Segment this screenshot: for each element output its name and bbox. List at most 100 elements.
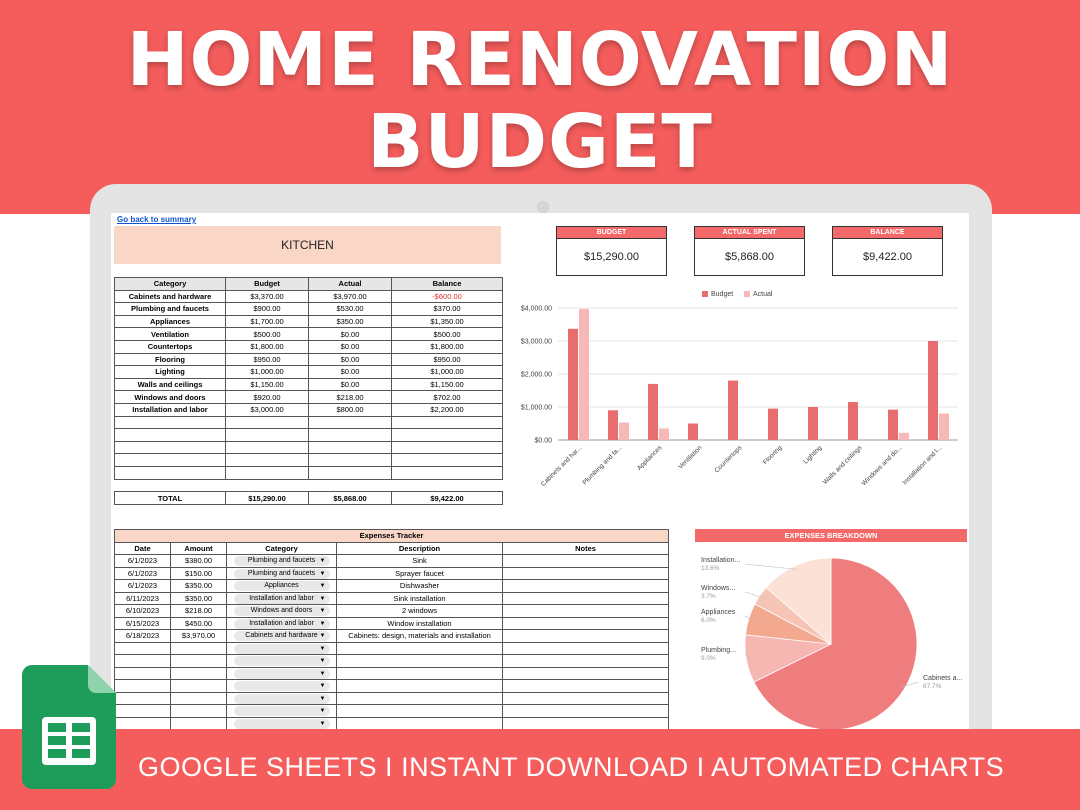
- description-cell[interactable]: Sink installation: [337, 592, 503, 605]
- empty-cell[interactable]: [115, 454, 226, 467]
- empty-cell[interactable]: [503, 717, 669, 730]
- date-cell[interactable]: 6/11/2023: [115, 592, 171, 605]
- dropdown-arrow-icon[interactable]: ▼: [320, 669, 326, 679]
- category-cell[interactable]: Installation and labor ▼: [227, 592, 337, 605]
- category-dropdown[interactable]: ▼: [234, 669, 330, 679]
- category-cell[interactable]: Windows and doors: [115, 391, 226, 404]
- budget-cell[interactable]: $3,370.00: [226, 290, 309, 303]
- category-dropdown[interactable]: ▼: [234, 656, 330, 666]
- empty-cell[interactable]: [115, 441, 226, 454]
- budget-cell[interactable]: $950.00: [226, 353, 309, 366]
- notes-cell[interactable]: [503, 592, 669, 605]
- dropdown-arrow-icon[interactable]: ▼: [320, 644, 326, 654]
- empty-cell[interactable]: [115, 692, 171, 705]
- empty-cell[interactable]: [309, 454, 392, 467]
- dropdown-arrow-icon[interactable]: ▼: [320, 719, 326, 729]
- category-cell[interactable]: Appliances: [115, 315, 226, 328]
- empty-cell[interactable]: [115, 416, 226, 429]
- balance-cell[interactable]: $950.00: [392, 353, 503, 366]
- dropdown-arrow-icon[interactable]: ▼: [320, 694, 326, 704]
- balance-cell[interactable]: $1,150.00: [392, 378, 503, 391]
- budget-cell[interactable]: $900.00: [226, 303, 309, 316]
- category-cell[interactable]: Windows and doors ▼: [227, 605, 337, 618]
- empty-cell[interactable]: [115, 655, 171, 668]
- category-dropdown[interactable]: Windows and doors ▼: [234, 606, 330, 616]
- empty-cell[interactable]: ▼: [227, 717, 337, 730]
- date-cell[interactable]: 6/10/2023: [115, 605, 171, 618]
- category-dropdown[interactable]: ▼: [234, 681, 330, 691]
- description-cell[interactable]: Cabinets: design, materials and installa…: [337, 630, 503, 643]
- date-cell[interactable]: 6/15/2023: [115, 617, 171, 630]
- empty-cell[interactable]: [337, 692, 503, 705]
- category-dropdown[interactable]: Plumbing and faucets ▼: [234, 569, 330, 579]
- category-cell[interactable]: Cabinets and hardware ▼: [227, 630, 337, 643]
- description-cell[interactable]: Dishwasher: [337, 580, 503, 593]
- empty-cell[interactable]: [226, 429, 309, 442]
- category-cell[interactable]: Plumbing and faucets ▼: [227, 555, 337, 568]
- dropdown-arrow-icon[interactable]: ▼: [320, 619, 326, 629]
- actual-cell[interactable]: $350.00: [309, 315, 392, 328]
- empty-cell[interactable]: [337, 680, 503, 693]
- empty-cell[interactable]: [115, 680, 171, 693]
- empty-cell[interactable]: ▼: [227, 655, 337, 668]
- dropdown-arrow-icon[interactable]: ▼: [320, 706, 326, 716]
- empty-cell[interactable]: [503, 705, 669, 718]
- category-cell[interactable]: Ventilation: [115, 328, 226, 341]
- empty-cell[interactable]: [171, 667, 227, 680]
- empty-cell[interactable]: [392, 429, 503, 442]
- back-to-summary-link[interactable]: Go back to summary: [117, 215, 196, 224]
- empty-cell[interactable]: [171, 680, 227, 693]
- description-cell[interactable]: Sink: [337, 555, 503, 568]
- notes-cell[interactable]: [503, 617, 669, 630]
- category-cell[interactable]: Installation and labor ▼: [227, 617, 337, 630]
- dropdown-arrow-icon[interactable]: ▼: [320, 594, 326, 604]
- empty-cell[interactable]: ▼: [227, 667, 337, 680]
- empty-cell[interactable]: [392, 441, 503, 454]
- actual-cell[interactable]: $0.00: [309, 366, 392, 379]
- empty-cell[interactable]: [115, 642, 171, 655]
- date-cell[interactable]: 6/1/2023: [115, 567, 171, 580]
- category-cell[interactable]: Installation and labor: [115, 403, 226, 416]
- amount-cell[interactable]: $218.00: [171, 605, 227, 618]
- empty-cell[interactable]: [337, 655, 503, 668]
- budget-cell[interactable]: $3,000.00: [226, 403, 309, 416]
- empty-cell[interactable]: [392, 454, 503, 467]
- empty-cell[interactable]: [115, 466, 226, 479]
- category-dropdown[interactable]: ▼: [234, 719, 330, 729]
- amount-cell[interactable]: $450.00: [171, 617, 227, 630]
- actual-cell[interactable]: $3,970.00: [309, 290, 392, 303]
- dropdown-arrow-icon[interactable]: ▼: [320, 631, 326, 641]
- balance-cell[interactable]: $1,800.00: [392, 340, 503, 353]
- budget-cell[interactable]: $1,000.00: [226, 366, 309, 379]
- budget-cell[interactable]: $1,700.00: [226, 315, 309, 328]
- empty-cell[interactable]: ▼: [227, 692, 337, 705]
- empty-cell[interactable]: [115, 717, 171, 730]
- empty-cell[interactable]: [171, 717, 227, 730]
- empty-cell[interactable]: ▼: [227, 642, 337, 655]
- dropdown-arrow-icon[interactable]: ▼: [320, 569, 326, 579]
- actual-cell[interactable]: $218.00: [309, 391, 392, 404]
- empty-cell[interactable]: [309, 429, 392, 442]
- category-cell[interactable]: Lighting: [115, 366, 226, 379]
- empty-cell[interactable]: [503, 667, 669, 680]
- amount-cell[interactable]: $150.00: [171, 567, 227, 580]
- category-dropdown[interactable]: Installation and labor ▼: [234, 594, 330, 604]
- empty-cell[interactable]: [226, 454, 309, 467]
- empty-cell[interactable]: [309, 416, 392, 429]
- category-cell[interactable]: Plumbing and faucets ▼: [227, 567, 337, 580]
- amount-cell[interactable]: $350.00: [171, 580, 227, 593]
- empty-cell[interactable]: [309, 466, 392, 479]
- amount-cell[interactable]: $3,970.00: [171, 630, 227, 643]
- actual-cell[interactable]: $530.00: [309, 303, 392, 316]
- category-dropdown[interactable]: Installation and labor ▼: [234, 619, 330, 629]
- empty-cell[interactable]: [392, 416, 503, 429]
- amount-cell[interactable]: $380.00: [171, 555, 227, 568]
- amount-cell[interactable]: $350.00: [171, 592, 227, 605]
- actual-cell[interactable]: $0.00: [309, 328, 392, 341]
- empty-cell[interactable]: [503, 642, 669, 655]
- dropdown-arrow-icon[interactable]: ▼: [320, 656, 326, 666]
- empty-cell[interactable]: [503, 692, 669, 705]
- empty-cell[interactable]: [337, 705, 503, 718]
- balance-cell[interactable]: $1,000.00: [392, 366, 503, 379]
- dropdown-arrow-icon[interactable]: ▼: [320, 556, 326, 566]
